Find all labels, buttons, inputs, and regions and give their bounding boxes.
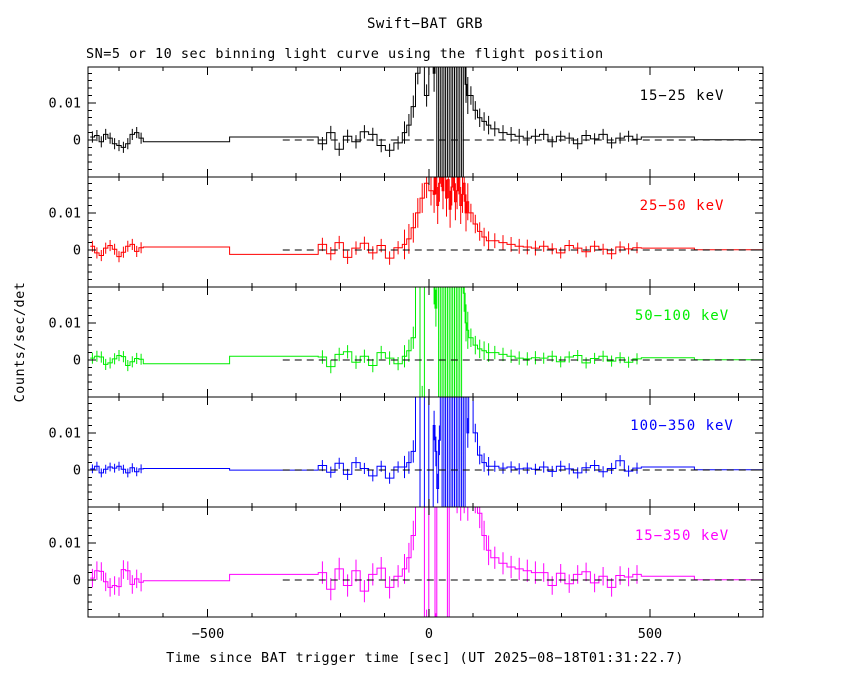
y-tick-label: 0.01 (48, 205, 81, 221)
x-axis-title: Time since BAT trigger time [sec] (UT 20… (166, 650, 684, 666)
panel-label-15-25-kev: 15−25 keV (639, 88, 725, 104)
y-tick-label: 0.01 (48, 95, 81, 111)
y-tick-label: 0.01 (48, 535, 81, 551)
panel-4-data (90, 507, 763, 617)
y-tick-label: 0 (73, 132, 81, 148)
plot-title: Swift−BAT GRB (366, 16, 484, 32)
y-tick-label: 0 (73, 242, 81, 258)
panel-2-data (90, 287, 763, 397)
panel-label-50-100-kev: 50−100 keV (634, 308, 730, 324)
panel-1-data (90, 177, 763, 265)
y-tick-label: 0.01 (48, 315, 81, 331)
panel-label-25-50-kev: 25−50 keV (639, 198, 725, 214)
panel-label-15-350-kev: 15−350 keV (634, 528, 730, 544)
x-tick-label-500: 500 (637, 626, 663, 642)
x-tick-label-minus-500: −500 (191, 626, 225, 642)
x-tick-label-0: 0 (424, 626, 434, 642)
panel-1-ticks (88, 177, 763, 288)
y-tick-label: 0 (73, 352, 81, 368)
panel-2-frame (87, 286, 764, 398)
y-axis-title: Counts/sec/det (12, 281, 28, 403)
y-tick-label: 0.01 (48, 425, 81, 441)
panel-0-data (90, 67, 763, 177)
panel-0-frame (87, 66, 764, 178)
panel-3-frame (87, 396, 764, 508)
plot-subtitle: SN=5 or 10 sec binning light curve using… (86, 46, 604, 62)
y-tick-label: 0 (73, 462, 81, 478)
panel-0-ticks (88, 67, 763, 178)
panel-4-ticks (88, 507, 763, 618)
y-tick-label: 0 (73, 572, 81, 588)
panel-1-frame (87, 176, 764, 288)
panel-2-ticks (88, 287, 763, 398)
panel-label-100-350-kev: 100−350 keV (630, 418, 734, 434)
panel-3-ticks (88, 397, 763, 508)
panel-3-data (90, 397, 763, 507)
panel-4-frame (87, 506, 764, 618)
